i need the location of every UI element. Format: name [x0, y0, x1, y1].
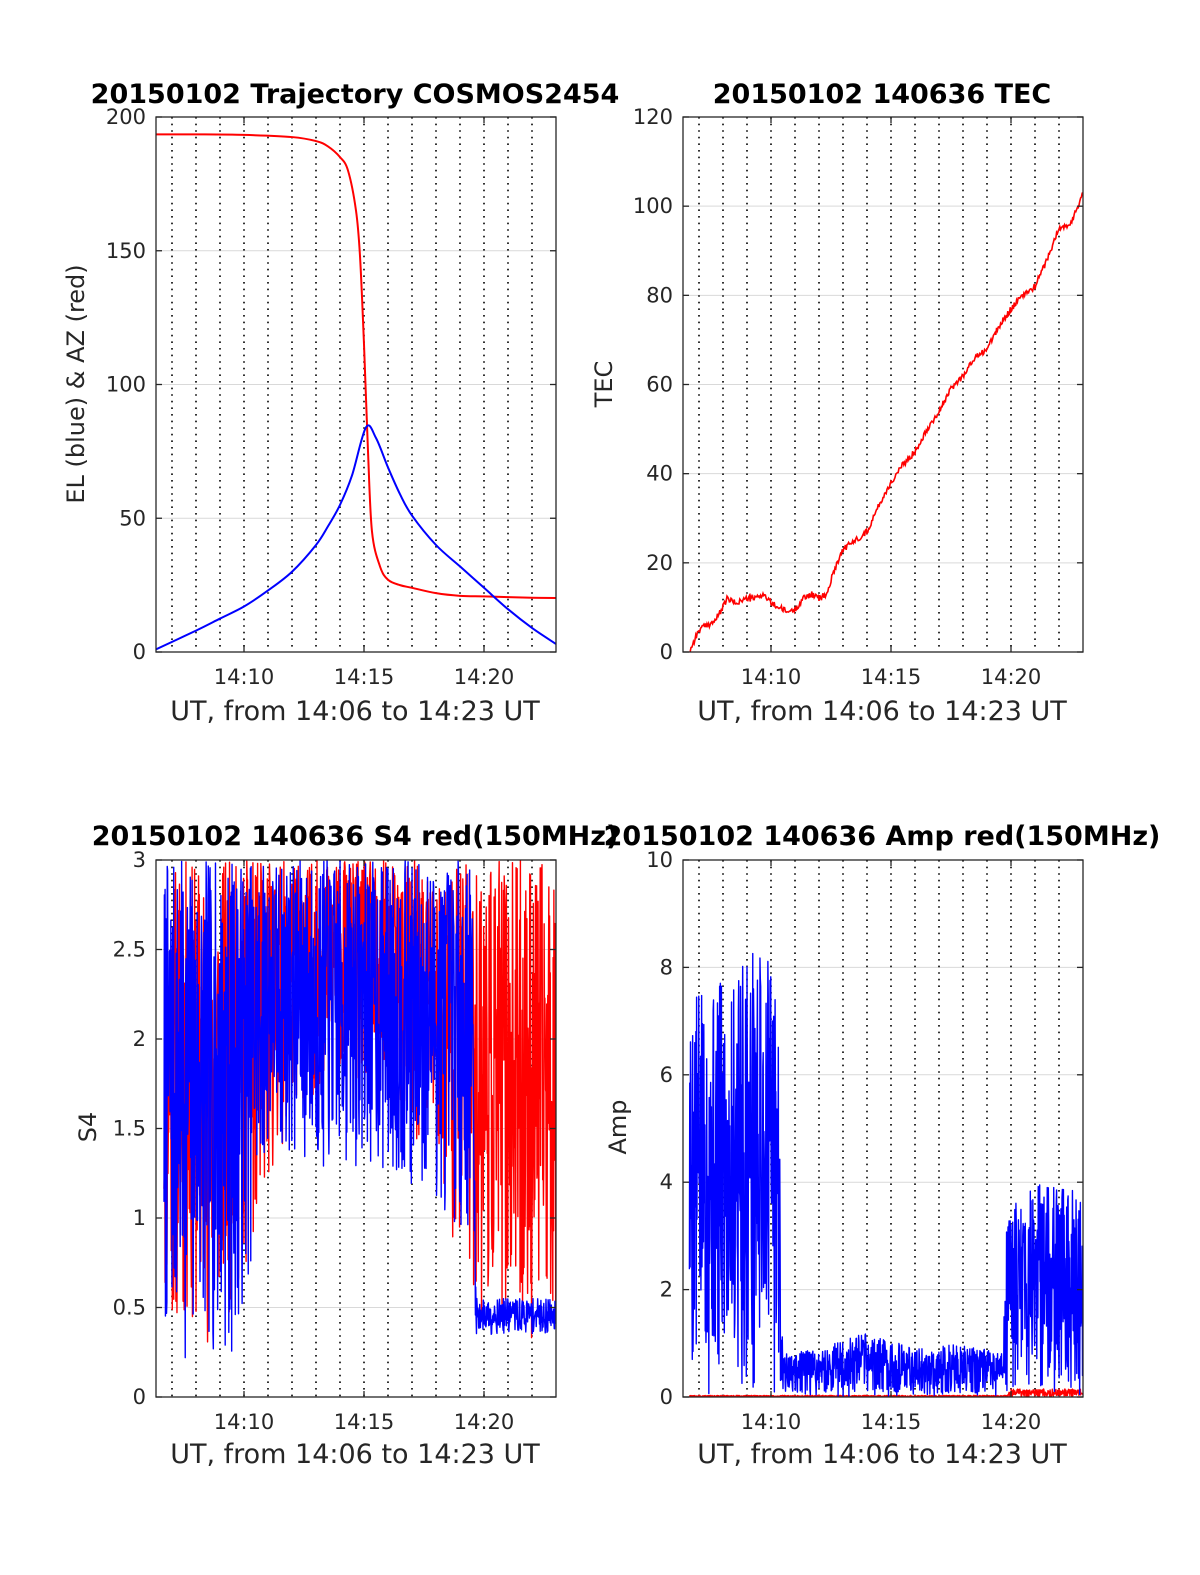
ytick-label: 120: [633, 105, 673, 129]
ytick-label: 50: [119, 506, 146, 530]
series-red-line: [689, 192, 1083, 652]
series-red-line: [688, 1388, 1083, 1397]
ytick-label: 10: [646, 848, 673, 872]
ytick-label: 80: [646, 283, 673, 307]
ytick-label: 20: [646, 551, 673, 575]
xtick-label: 14:20: [454, 1410, 515, 1434]
series-group: [163, 860, 556, 1359]
amp-panel: UT, from 14:06 to 14:23 UT Amp 0 2 4 6 8 10 14…: [604, 821, 1161, 1470]
ytick-label: 0: [133, 640, 146, 664]
ytick-label: 0: [660, 1385, 673, 1409]
ytick-label: 3: [133, 848, 146, 872]
series-group: [688, 952, 1083, 1397]
ytick-label: 0: [133, 1385, 146, 1409]
amp-title: 20150102 140636 Amp red(150MHz): [604, 821, 1161, 852]
s4-panel: UT, from 14:06 to 14:23 UT S4 0 0.5 1 1.5 2 2…: [74, 821, 618, 1470]
trajectory-xlabel: UT, from 14:06 to 14:23 UT: [170, 696, 540, 727]
ytick-label: 0: [660, 640, 673, 664]
ytick-label: 40: [646, 462, 673, 486]
trajectory-title: 20150102 Trajectory COSMOS2454: [91, 79, 620, 110]
xtick-label: 14:10: [741, 665, 802, 689]
s4-xlabel: UT, from 14:06 to 14:23 UT: [170, 1439, 540, 1470]
series-group: [156, 133, 556, 651]
series-blue-line: [688, 952, 1083, 1397]
xtick-label: 14:15: [334, 1410, 395, 1434]
s4-ylabel: S4: [74, 1112, 102, 1143]
ytick-label: 8: [660, 955, 673, 979]
xtick-label: 14:20: [454, 665, 515, 689]
trajectory-ylabel: EL (blue) & AZ (red): [62, 264, 90, 503]
series-group: [689, 192, 1083, 652]
series-blue-line: [163, 860, 556, 1359]
xtick-label: 14:15: [861, 1410, 922, 1434]
ytick-label: 200: [106, 105, 146, 129]
tec-panel: UT, from 14:06 to 14:23 UT TEC 0 20 40 60 80…: [590, 79, 1084, 727]
xtick-label: 14:10: [741, 1410, 802, 1434]
tec-ylabel: TEC: [590, 361, 618, 409]
ytick-label: 100: [633, 194, 673, 218]
xtick-label: 14:20: [981, 1410, 1042, 1434]
ytick-label: 2.5: [113, 938, 146, 962]
xtick-label: 14:20: [981, 665, 1042, 689]
xtick-label: 14:10: [214, 1410, 275, 1434]
ytick-label: 1.5: [113, 1117, 146, 1141]
series-red-line: [156, 133, 556, 599]
ytick-label: 6: [660, 1063, 673, 1087]
ytick-label: 4: [660, 1170, 673, 1194]
trajectory-panel: UT, from 14:06 to 14:23 UT EL (blue) & A…: [62, 79, 619, 727]
ytick-label: 2: [660, 1278, 673, 1302]
ytick-label: 2: [133, 1027, 146, 1051]
tec-title: 20150102 140636 TEC: [713, 79, 1052, 110]
amp-xlabel: UT, from 14:06 to 14:23 UT: [697, 1439, 1067, 1470]
ytick-label: 0.5: [113, 1296, 146, 1320]
ytick-label: 150: [106, 239, 146, 263]
ytick-label: 1: [133, 1206, 146, 1230]
amp-ylabel: Amp: [604, 1099, 632, 1154]
axes-box: [682, 859, 1084, 1398]
xtick-label: 14:10: [214, 665, 275, 689]
xtick-label: 14:15: [334, 665, 395, 689]
series-blue-line: [156, 424, 556, 651]
ytick-label: 60: [646, 373, 673, 397]
xtick-label: 14:15: [861, 665, 922, 689]
tec-xlabel: UT, from 14:06 to 14:23 UT: [697, 696, 1067, 727]
s4-title: 20150102 140636 S4 red(150MHz): [92, 821, 619, 852]
ytick-label: 100: [106, 373, 146, 397]
